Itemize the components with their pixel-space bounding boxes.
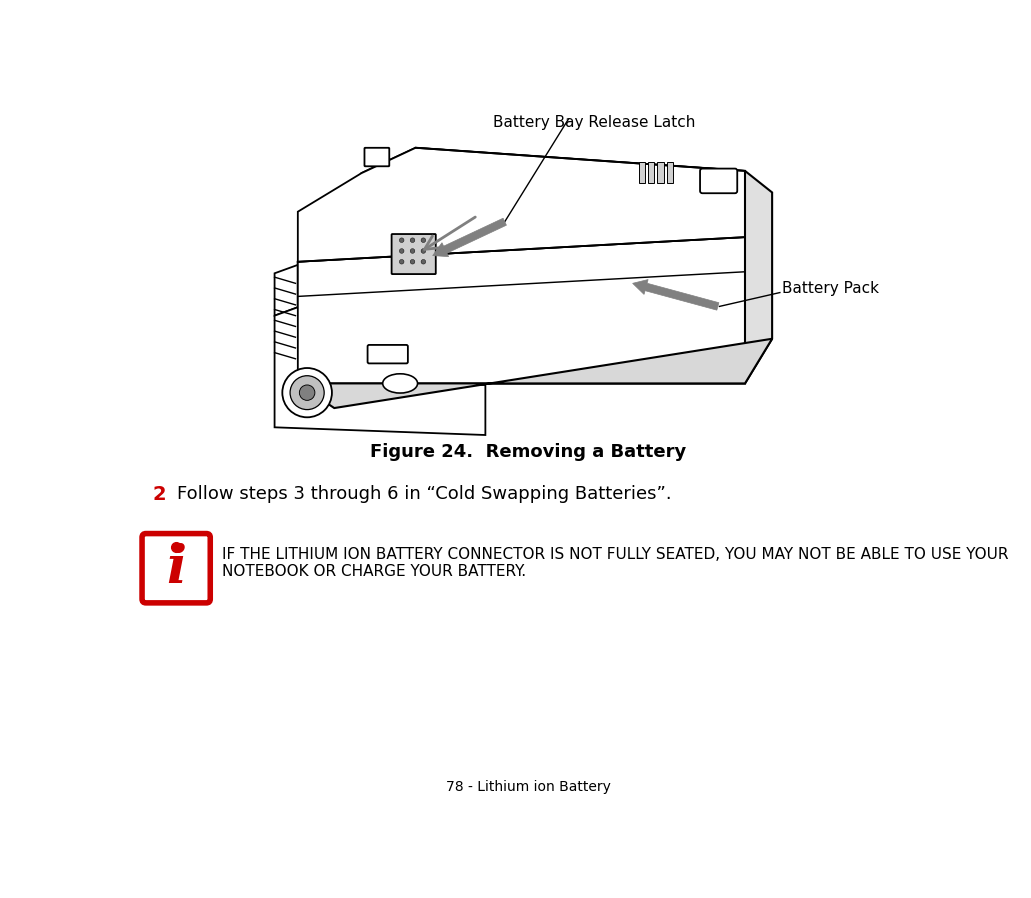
Polygon shape xyxy=(274,219,424,316)
Bar xyxy=(667,162,673,183)
Circle shape xyxy=(399,249,404,253)
Polygon shape xyxy=(633,279,719,310)
Circle shape xyxy=(399,260,404,264)
Text: i: i xyxy=(166,542,187,594)
Polygon shape xyxy=(274,261,486,435)
Circle shape xyxy=(282,368,332,418)
Circle shape xyxy=(421,238,426,242)
Circle shape xyxy=(410,238,414,242)
Polygon shape xyxy=(298,148,745,383)
Circle shape xyxy=(421,249,426,253)
Text: Battery Bay Release Latch: Battery Bay Release Latch xyxy=(493,116,695,130)
Polygon shape xyxy=(298,339,772,408)
Circle shape xyxy=(299,385,314,401)
Ellipse shape xyxy=(383,374,418,393)
Bar xyxy=(648,162,655,183)
Circle shape xyxy=(410,249,414,253)
Text: Figure 24.  Removing a Battery: Figure 24. Removing a Battery xyxy=(370,443,686,461)
Polygon shape xyxy=(298,237,745,383)
Text: 78 - Lithium ion Battery: 78 - Lithium ion Battery xyxy=(445,780,610,794)
FancyBboxPatch shape xyxy=(365,148,390,166)
Circle shape xyxy=(421,260,426,264)
Bar xyxy=(639,162,645,183)
FancyBboxPatch shape xyxy=(142,533,210,603)
Text: NOTEBOOK OR CHARGE YOUR BATTERY.: NOTEBOOK OR CHARGE YOUR BATTERY. xyxy=(222,564,526,578)
Text: Follow steps 3 through 6 in “Cold Swapping Batteries”.: Follow steps 3 through 6 in “Cold Swappi… xyxy=(177,485,671,503)
Polygon shape xyxy=(745,171,772,383)
Polygon shape xyxy=(298,148,745,261)
Polygon shape xyxy=(433,218,506,257)
Circle shape xyxy=(410,260,414,264)
Circle shape xyxy=(290,375,324,409)
FancyBboxPatch shape xyxy=(392,234,436,274)
Bar xyxy=(658,162,664,183)
FancyBboxPatch shape xyxy=(368,345,408,364)
Text: Battery Pack: Battery Pack xyxy=(783,281,879,296)
FancyBboxPatch shape xyxy=(700,169,737,193)
Text: IF THE LITHIUM ION BATTERY CONNECTOR IS NOT FULLY SEATED, YOU MAY NOT BE ABLE TO: IF THE LITHIUM ION BATTERY CONNECTOR IS … xyxy=(222,547,1008,561)
Circle shape xyxy=(399,238,404,242)
Text: 2: 2 xyxy=(153,485,166,504)
